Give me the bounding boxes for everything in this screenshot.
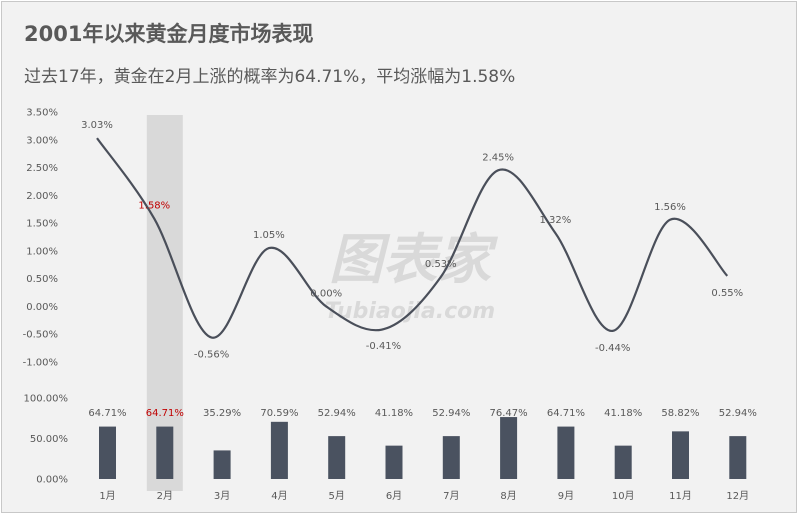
bar-1 <box>99 426 116 479</box>
line-point-label: 0.53% <box>425 259 457 270</box>
bar-3 <box>213 450 231 479</box>
line-y-tick: 0.50% <box>26 274 58 285</box>
line-y-tick: 0.00% <box>26 302 58 313</box>
bar-label: 52.94% <box>318 408 356 419</box>
bar-y-tick: 50.00% <box>30 434 68 445</box>
line-point-label: 3.03% <box>81 120 113 131</box>
line-point-label: 1.05% <box>253 230 285 241</box>
chart-subtitle: 过去17年，黄金在2月上涨的概率为64.71%，平均涨幅为1.58% <box>24 67 516 87</box>
x-tick-label: 1月 <box>99 490 115 502</box>
line-point-label: 1.58% <box>138 201 170 212</box>
bar-label: 52.94% <box>719 408 757 419</box>
x-tick-label: 4月 <box>271 490 287 502</box>
line-point-label: 1.56% <box>654 202 686 213</box>
bar-label: 41.18% <box>604 408 642 419</box>
line-point-label: 0.00% <box>310 288 342 299</box>
line-point-label: -0.41% <box>366 341 401 352</box>
line-point-label: -0.56% <box>194 350 229 361</box>
bar-label: 41.18% <box>375 408 413 419</box>
bar-2 <box>156 426 174 479</box>
bar-label: 70.59% <box>260 408 298 419</box>
x-tick-label: 5月 <box>329 490 345 502</box>
line-point-label: 1.32% <box>540 215 572 226</box>
line-point-label: -0.44% <box>595 343 630 354</box>
x-tick-label: 7月 <box>443 490 459 502</box>
bar-label: 64.71% <box>88 408 126 419</box>
bar-9 <box>557 426 575 479</box>
line-y-tick: 3.00% <box>26 135 58 146</box>
x-tick-label: 6月 <box>386 490 402 502</box>
line-y-tick: 2.00% <box>26 191 58 202</box>
line-y-tick: -1.00% <box>23 358 58 369</box>
bar-label: 52.94% <box>432 408 470 419</box>
line-y-tick: 1.00% <box>26 246 58 257</box>
line-y-tick: 2.50% <box>26 163 58 174</box>
line-series <box>96 137 729 339</box>
line-y-tick: 3.50% <box>26 108 58 119</box>
bar-label: 64.71% <box>547 408 585 419</box>
bar-y-tick: 100.00% <box>24 394 69 405</box>
x-tick-label: 10月 <box>612 490 635 502</box>
x-tick-label: 2月 <box>157 490 173 502</box>
bar-label: 76.47% <box>490 408 528 419</box>
bar-y-tick: 0.00% <box>36 475 68 486</box>
bar-6 <box>385 445 403 479</box>
bar-8 <box>500 417 518 479</box>
bar-4 <box>270 421 288 479</box>
line-y-tick: -0.50% <box>23 330 58 341</box>
watermark-main: 图表家 <box>329 228 499 291</box>
x-tick-label: 3月 <box>214 490 230 502</box>
bar-7 <box>442 436 460 479</box>
watermark: 图表家 Tubiaojia.com <box>325 228 499 324</box>
line-point-label: 0.55% <box>711 288 743 299</box>
bar-11 <box>672 431 689 479</box>
bar-10 <box>614 445 632 479</box>
x-tick-label: 9月 <box>558 490 574 502</box>
line-point-label: 2.45% <box>482 152 514 163</box>
x-tick-label: 8月 <box>500 490 516 502</box>
bar-12 <box>729 436 747 479</box>
bar-label: 58.82% <box>661 408 699 419</box>
bar-label: 35.29% <box>203 408 241 419</box>
bar-label: 64.71% <box>146 408 184 419</box>
x-tick-label: 11月 <box>669 490 692 502</box>
chart-title: 2001年以来黄金月度市场表现 <box>24 22 314 46</box>
x-tick-label: 12月 <box>726 490 749 502</box>
line-y-tick: 1.50% <box>26 219 58 230</box>
bar-5 <box>328 436 346 479</box>
